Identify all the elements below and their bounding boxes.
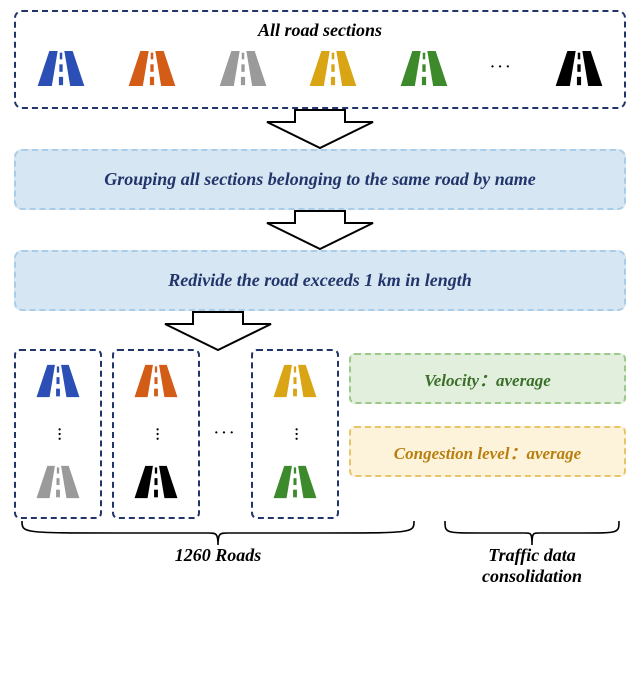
road-icon [272, 464, 318, 505]
legend-congestion-text: Congestion level：average [394, 444, 581, 463]
redivide-step-text: Redivide the road exceeds 1 km in length [168, 270, 471, 290]
road-icon [127, 49, 177, 93]
brace-right: Traffic data consolidation [438, 519, 626, 587]
diagram-root: All road sections [0, 0, 640, 597]
road-group-box: ··· [112, 349, 200, 519]
road-icon [36, 49, 86, 93]
brace-row: 1260 Roads Traffic data consolidation [14, 519, 626, 587]
arrow-down [14, 206, 626, 254]
arrow-down [20, 307, 415, 355]
road-icon [35, 363, 81, 404]
legend-congestion: Congestion level：average [349, 426, 626, 477]
road-icon [308, 49, 358, 93]
road-icon [399, 49, 449, 93]
road-icon [554, 49, 604, 93]
ellipsis-icon: ··· [155, 427, 157, 441]
ellipsis-icon: ··· [490, 60, 513, 82]
box-grouping-step: Grouping all sections belonging to the s… [14, 149, 626, 210]
brace-left: 1260 Roads [14, 519, 422, 587]
brace-right-label: Traffic data consolidation [438, 545, 626, 587]
legend-velocity-text: Velocity：average [424, 371, 551, 390]
grouping-step-text: Grouping all sections belonging to the s… [104, 169, 536, 189]
all-road-sections-title: All road sections [258, 20, 382, 41]
arrow-down [14, 105, 626, 153]
ellipsis-icon: ··· [57, 427, 59, 441]
road-icon [35, 464, 81, 505]
road-icon [218, 49, 268, 93]
box-all-road-sections: All road sections [14, 10, 626, 109]
legend-velocity: Velocity：average [349, 353, 626, 404]
ellipsis-icon: ··· [210, 426, 241, 442]
road-icons-row: ··· [30, 49, 610, 99]
box-redivide-step: Redivide the road exceeds 1 km in length [14, 250, 626, 311]
road-icon [133, 464, 179, 505]
brace-icon [441, 519, 623, 547]
brace-icon [18, 519, 418, 547]
legend-column: Velocity：average Congestion level：averag… [349, 349, 626, 519]
road-icon [272, 363, 318, 404]
road-groups: ··· ··· · [14, 349, 339, 519]
brace-left-label: 1260 Roads [175, 545, 262, 566]
bottom-area: ··· ··· · [14, 349, 626, 519]
road-group-box: ··· [14, 349, 102, 519]
road-icon [133, 363, 179, 404]
ellipsis-icon: ··· [294, 427, 296, 441]
road-group-box: ··· [251, 349, 339, 519]
